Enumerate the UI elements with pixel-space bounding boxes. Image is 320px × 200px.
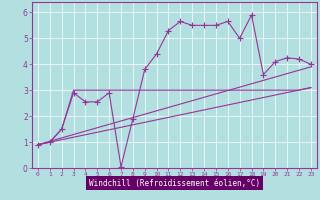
X-axis label: Windchill (Refroidissement éolien,°C): Windchill (Refroidissement éolien,°C)	[89, 179, 260, 188]
